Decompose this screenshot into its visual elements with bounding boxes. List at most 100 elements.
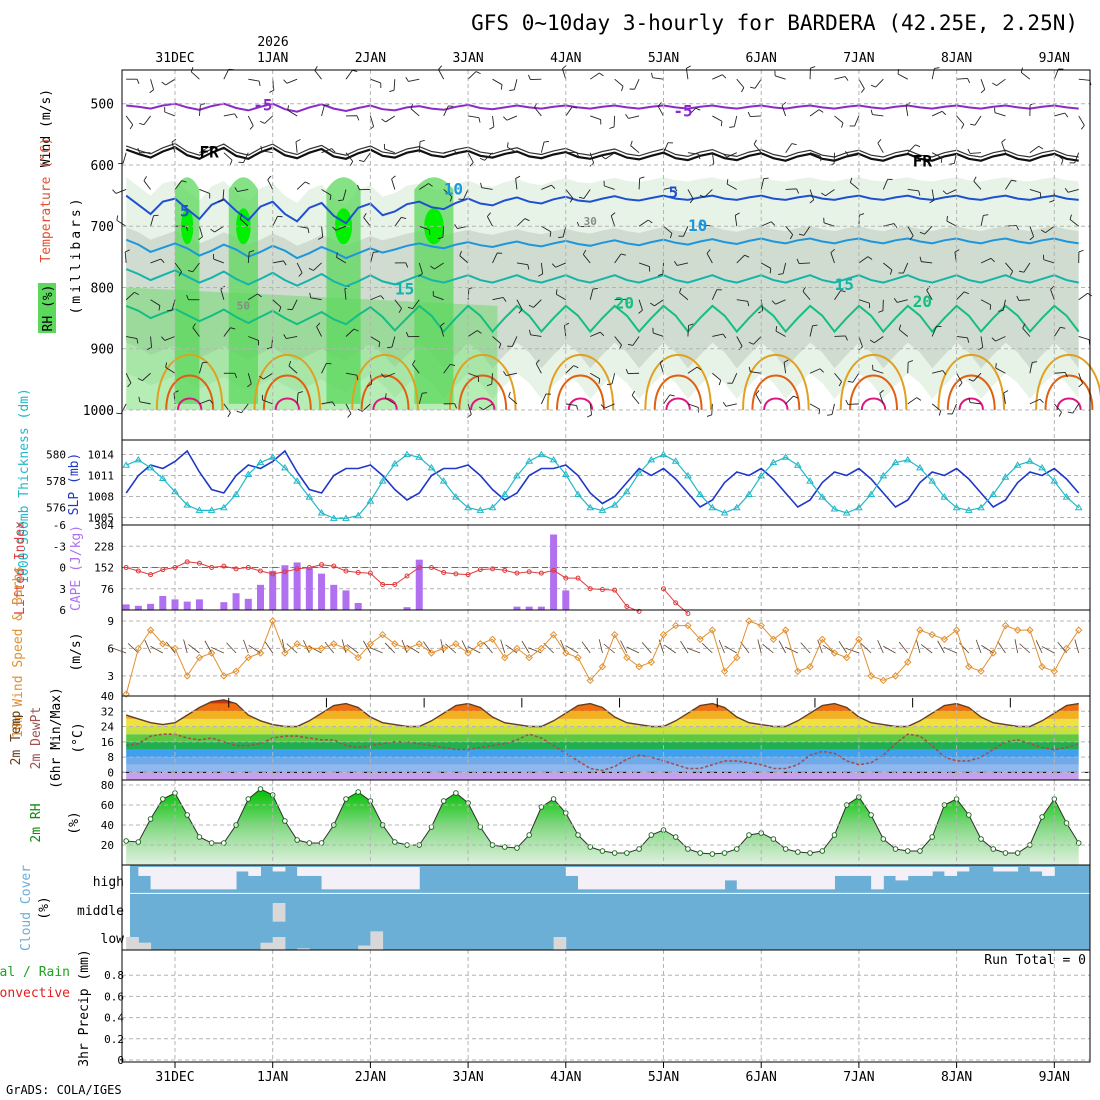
thickness-marker	[1050, 477, 1059, 484]
wind-barb-flag	[674, 261, 678, 266]
warm-isotherm-loop	[860, 397, 887, 411]
wind-barb-flag	[696, 366, 702, 371]
ylabel-millibars: (millibars)	[69, 195, 84, 314]
wind-barb	[733, 115, 738, 127]
wind-barb	[882, 179, 889, 190]
rh-marker	[135, 839, 142, 845]
cloud-cell-high	[748, 867, 762, 890]
surface-wind-barb	[346, 644, 359, 654]
wind-barb-flag	[1080, 125, 1085, 130]
wind-barb	[122, 152, 127, 164]
wind-barb	[384, 372, 395, 378]
isotherm-label: 50	[237, 300, 250, 313]
wind-barb	[192, 262, 200, 273]
wind-barb	[931, 326, 937, 337]
bottom-date-label: 5JAN	[648, 1070, 679, 1085]
thickness-marker	[256, 458, 265, 466]
warm-isotherm-loop	[946, 374, 996, 411]
warm-isotherm-loop	[839, 354, 908, 411]
surface-wind-barb	[303, 640, 310, 654]
wind-barb-flag	[750, 86, 756, 89]
wind-barb-flag	[818, 409, 821, 415]
cloud-cell-high	[407, 867, 420, 890]
wind-barb-flag	[136, 338, 139, 344]
wind-barb-flag	[192, 323, 196, 328]
rh-band-mid	[126, 226, 1079, 369]
temp-band	[126, 764, 1079, 773]
wind-barb-flag	[161, 336, 166, 341]
wind-ticks: 9 6 3	[107, 615, 114, 683]
upper-air-panel: -5 -5 FR FR 5 5 10 15 15 20 20 30 10 50 500 600 700 800 9…	[38, 65, 1100, 441]
thickness-marker	[378, 477, 387, 484]
wind-barb	[125, 115, 134, 126]
wind-barb-flag	[812, 324, 818, 327]
thickness-marker	[928, 477, 937, 484]
thickness-marker	[659, 450, 668, 458]
wind-barb	[321, 401, 333, 405]
wind-barb	[734, 215, 738, 227]
wind-barb-flag	[146, 347, 152, 351]
rh-marker	[538, 804, 545, 810]
wind-barb	[535, 363, 542, 374]
wind-barb	[898, 329, 909, 337]
wind-barb-flag	[259, 120, 265, 124]
wind-barb	[921, 261, 933, 264]
wind-barb-flag	[260, 145, 263, 151]
surface-wind-barb	[620, 640, 628, 654]
wind-barb	[1054, 112, 1066, 117]
surface-wind-barb	[958, 642, 970, 654]
wind-barb-flag	[304, 181, 310, 185]
wind-barb	[638, 178, 641, 190]
wind-barb-flag	[116, 412, 122, 415]
wind-barb-flag	[586, 414, 592, 418]
wind-barb-flag	[239, 214, 243, 220]
wind-barb	[247, 115, 254, 126]
wind-barb-flag	[758, 310, 763, 314]
wind-barb-flag	[1022, 323, 1026, 329]
wind-barb	[652, 332, 664, 337]
pressure-ticks: 500 600 700 800 900 1000	[83, 98, 114, 419]
isotherm-line	[125, 237, 1079, 260]
wind-barb-flag	[1009, 271, 1014, 276]
wind-barb	[907, 189, 919, 192]
wind-barb-flag	[810, 66, 816, 69]
ylabel-minmax: (6hr Min/Max)	[49, 687, 64, 789]
pressure-tick-label: 1000	[83, 404, 114, 419]
wind-barb	[995, 336, 1006, 342]
precip-tick-label: 0	[117, 1054, 124, 1067]
temp-band	[126, 772, 1079, 780]
wind-barb	[220, 289, 225, 300]
wind-barb-flag	[1049, 200, 1055, 203]
surface-wind-barb	[981, 645, 994, 654]
wind-barb	[874, 336, 884, 344]
temp-tick-label: 0	[107, 766, 114, 779]
cape-bar	[562, 590, 570, 610]
pressure-tick-label: 800	[91, 281, 114, 296]
wind-barb-flag	[926, 286, 931, 291]
wind-barb	[1029, 398, 1041, 405]
cloud-cell-high	[358, 867, 371, 890]
thickness-marker	[842, 509, 851, 516]
wind-barb-flag	[1060, 326, 1066, 329]
wind-barb-flag	[1061, 159, 1064, 165]
wind-barb-flag	[1011, 179, 1017, 182]
wind-barb	[614, 78, 624, 87]
wind-barb	[316, 326, 322, 337]
thickness-marker	[732, 503, 741, 511]
thickness-marker	[415, 453, 424, 460]
wind-barb-flag	[210, 228, 215, 233]
ylabel-dewpt2m: 2m DewPt	[29, 707, 44, 770]
wind-barb	[750, 115, 762, 117]
surface-wind-barb	[883, 645, 896, 654]
wind-barb	[556, 293, 567, 301]
wind-barb	[125, 292, 135, 301]
rh-marker	[501, 844, 508, 850]
wind-barb	[247, 373, 252, 384]
rh-marker	[1039, 814, 1045, 820]
wind-barb	[634, 79, 640, 90]
wind-barb	[931, 152, 943, 159]
thickness-marker	[647, 455, 656, 463]
wind-barb-flag	[358, 159, 365, 163]
cape-bar	[318, 573, 326, 610]
wind-barb	[663, 186, 675, 190]
